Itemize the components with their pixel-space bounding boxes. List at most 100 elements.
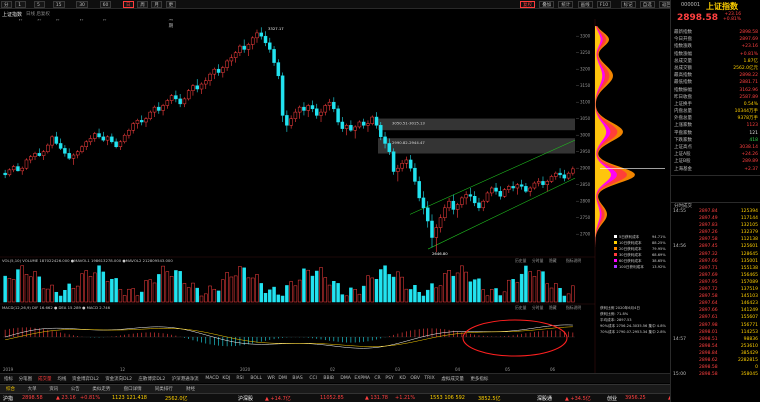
y-axis-label: 3000	[580, 133, 591, 138]
volume-bar	[276, 294, 281, 303]
quote-value: 2587.89	[739, 94, 758, 100]
ticker-item: 3956.25	[625, 395, 646, 401]
indicator-menu-item[interactable]: 指标	[4, 377, 13, 382]
period-tab[interactable]: 月线	[151, 1, 162, 15]
tick-list[interactable]: 14:55 2897.84 125394 2897.49 117144 2897.83 13…	[671, 208, 760, 378]
candle-body	[199, 83, 204, 90]
tick-price: 2898.01	[699, 329, 718, 335]
period-tab[interactable]: 1分钟	[15, 1, 26, 22]
ticker-item: 2898.58	[22, 395, 43, 401]
indicator-menu-item[interactable]: BIAS	[292, 376, 303, 381]
tick-volume: 156465	[740, 272, 758, 278]
x-axis-label: 04	[455, 367, 461, 372]
period-tab[interactable]: 5分钟	[34, 1, 45, 22]
info-tab[interactable]: 财经	[186, 387, 195, 392]
volume-bar	[135, 295, 140, 303]
candle-body	[549, 176, 554, 182]
tool-tab[interactable]: 叠加	[539, 1, 555, 8]
period-tab[interactable]: 分时	[1, 1, 12, 15]
vol-pane-tab[interactable]: 隐藏	[549, 258, 557, 263]
period-tab[interactable]: 周线	[137, 1, 148, 15]
info-tab[interactable]: 综合	[6, 387, 15, 392]
tick-price: 2897.66	[699, 258, 718, 264]
candle-body	[204, 80, 208, 85]
indicator-menu-item[interactable]: BOLL	[250, 376, 262, 381]
candle-body	[280, 75, 285, 116]
tick-volume: 155138	[740, 265, 758, 271]
indicator-menu-item[interactable]: 均线	[57, 377, 67, 382]
tool-tab[interactable]: 标记	[620, 1, 636, 8]
vol-pane-tab[interactable]: 分时量	[532, 258, 544, 263]
info-tab[interactable]: 类似走势	[92, 387, 111, 392]
indicator-menu-item[interactable]: 更多指标	[470, 377, 489, 382]
indicator-menu-item[interactable]: 虚拟成交量	[441, 377, 464, 382]
tool-tab[interactable]: 自选	[639, 1, 655, 8]
indicator-menu-item[interactable]: 成交量	[38, 377, 52, 382]
candle-body	[238, 45, 242, 53]
vol-pane-tab[interactable]: 指标说明	[566, 258, 581, 263]
indicator-menu-item[interactable]: 资金流向DL2	[105, 377, 133, 382]
info-tab[interactable]: 盘口详情	[123, 387, 142, 392]
tick-price: 2898.58	[699, 372, 718, 378]
indicator-menu-item[interactable]: 沪深港通净流	[171, 377, 199, 382]
candle-body	[387, 143, 392, 152]
indicator-menu-item[interactable]: CCI	[309, 376, 318, 381]
volume-bar	[58, 295, 63, 303]
tool-tab[interactable]: 画线	[577, 1, 593, 8]
info-tab[interactable]: 公告	[70, 387, 80, 392]
period-tab[interactable]: 30分钟	[76, 1, 88, 22]
cost-legend-label: 10日获利成本	[619, 240, 642, 245]
macd-pane-tab[interactable]: 指标说明	[566, 305, 581, 310]
volume-bar	[139, 291, 144, 303]
period-tab[interactable]: 15分钟	[52, 1, 65, 22]
info-tab[interactable]: 资讯	[49, 387, 59, 392]
volume-bar	[93, 272, 97, 303]
indicator-menu-item[interactable]: TRIX	[424, 376, 435, 381]
candle-body	[212, 68, 217, 75]
volume-bar	[357, 293, 362, 303]
tool-tab[interactable]: 统计	[558, 1, 574, 8]
indicator-menu-item[interactable]: CR	[374, 376, 381, 381]
kline-chart[interactable]: 3300 3250 3200 3150 3100 3050 3000 2950 2900 2850…	[0, 19, 670, 373]
period-tab[interactable]: 更多周期	[165, 1, 177, 29]
indicator-menu-item[interactable]: 庄散博弈DL2	[138, 377, 166, 382]
indicator-menu-item[interactable]: RSI	[236, 376, 244, 381]
y-axis-label: 2950	[580, 149, 591, 154]
volume-bar	[430, 283, 434, 303]
indicator-menu-item[interactable]: MACD	[205, 376, 219, 381]
candle-body	[33, 153, 37, 157]
tool-tab[interactable]: 复权	[520, 1, 535, 8]
info-tab[interactable]: 大单	[27, 387, 37, 392]
candle-body	[71, 154, 76, 159]
indicator-menu-item[interactable]: KD	[399, 376, 406, 381]
macd-pane-tab[interactable]: 隐藏	[549, 305, 557, 310]
volume-bar	[421, 295, 426, 303]
tool-tab[interactable]: F10	[596, 1, 612, 8]
info-tab[interactable]: 同类排行	[154, 387, 173, 392]
indicator-menu-item[interactable]: 分笔图	[18, 377, 33, 382]
macd-pane-tab[interactable]: 分时量	[532, 305, 544, 310]
macd-pane-tab[interactable]: 历史量	[515, 305, 527, 310]
candle-body	[289, 118, 293, 126]
indicator-menu-item[interactable]: PSY	[385, 376, 394, 381]
indicator-menu-item[interactable]: OBV	[410, 376, 420, 381]
candle-body	[464, 194, 468, 199]
indicator-menu-item[interactable]: BBIB	[323, 376, 334, 381]
y-axis-label: 3100	[580, 100, 591, 105]
indicator-menu-item[interactable]: DMA	[340, 376, 351, 381]
candle-body	[340, 121, 345, 129]
indicator-menu-item[interactable]: 资金博弈DL2	[72, 377, 99, 382]
indicator-menu-item[interactable]: DMI	[278, 376, 288, 381]
candle-body	[447, 200, 451, 209]
indicator-menu-item[interactable]: EXPMA	[354, 376, 370, 381]
ticker-item: 创业	[607, 396, 618, 402]
period-tab[interactable]: 60分钟	[99, 1, 112, 22]
volume-bar	[490, 289, 494, 303]
period-tab[interactable]: 日线	[123, 1, 134, 15]
ticker-item: 11052.85	[320, 395, 344, 401]
market-ticker-bar: 沪指 2898.58 ▲ 23.16 +0.81% 1123 121.418 2562.0…	[0, 393, 760, 402]
volume-bar	[3, 275, 7, 303]
indicator-menu-item[interactable]: KDJ	[222, 376, 231, 381]
indicator-menu-item[interactable]: WR	[267, 376, 275, 381]
vol-pane-tab[interactable]: 历史量	[515, 258, 527, 263]
